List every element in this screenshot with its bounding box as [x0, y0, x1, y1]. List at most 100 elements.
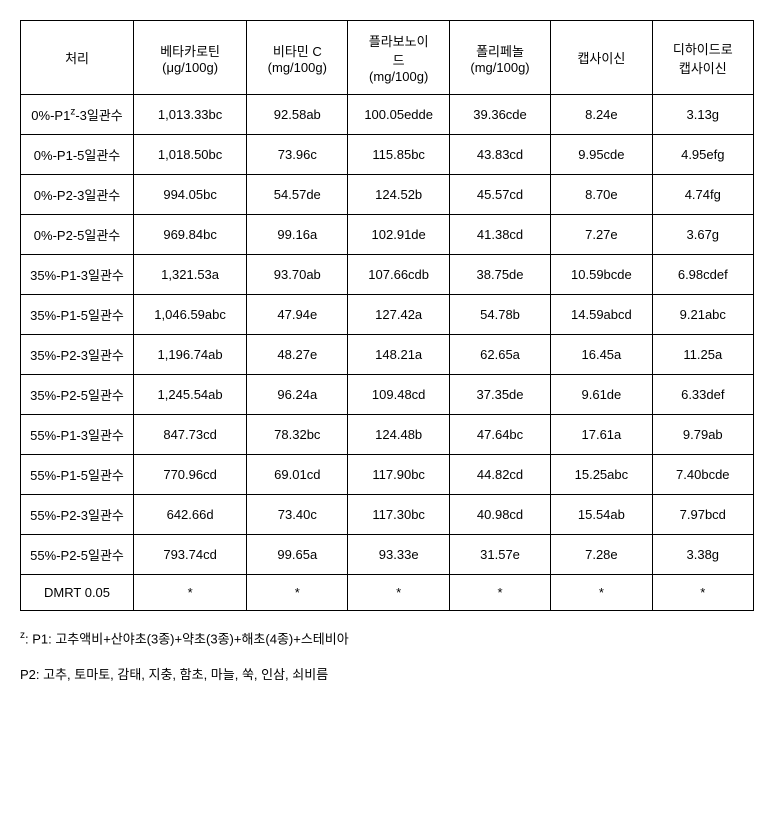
cell-value: 31.57e: [449, 535, 550, 575]
cell-value: 109.48cd: [348, 375, 449, 415]
cell-value: 3.13g: [652, 95, 753, 135]
cell-value: 8.70e: [551, 175, 652, 215]
cell-treatment: 55%-P2-3일관수: [21, 495, 134, 535]
table-row: 0%-P2-3일관수994.05bc54.57de124.52b45.57cd8…: [21, 175, 754, 215]
table-row: 35%-P2-5일관수1,245.54ab96.24a109.48cd37.35…: [21, 375, 754, 415]
cell-value: 47.64bc: [449, 415, 550, 455]
cell-value: 117.90bc: [348, 455, 449, 495]
cell-value: 969.84bc: [134, 215, 247, 255]
cell-value: 994.05bc: [134, 175, 247, 215]
table-row: 55%-P2-5일관수793.74cd99.65a93.33e31.57e7.2…: [21, 535, 754, 575]
cell-value: 62.65a: [449, 335, 550, 375]
cell-treatment: 35%-P1-3일관수: [21, 255, 134, 295]
cell-value: 78.32bc: [247, 415, 348, 455]
header-flavonoid: 플라보노이 드 (mg/100g): [348, 21, 449, 95]
cell-value: 1,321.53a: [134, 255, 247, 295]
table-row: DMRT 0.05******: [21, 575, 754, 611]
cell-value: 93.70ab: [247, 255, 348, 295]
cell-value: 9.61de: [551, 375, 652, 415]
cell-value: 16.45a: [551, 335, 652, 375]
footnote-2: P2: 고추, 토마토, 감태, 지충, 함초, 마늘, 쑥, 인삼, 쇠비름: [20, 662, 754, 688]
cell-value: 47.94e: [247, 295, 348, 335]
cell-treatment: 0%-P2-3일관수: [21, 175, 134, 215]
cell-value: 39.36cde: [449, 95, 550, 135]
cell-value: 37.35de: [449, 375, 550, 415]
cell-value: 54.78b: [449, 295, 550, 335]
header-polyphenol: 폴리페놀 (mg/100g): [449, 21, 550, 95]
table-row: 55%-P1-5일관수770.96cd69.01cd117.90bc44.82c…: [21, 455, 754, 495]
cell-value: 40.98cd: [449, 495, 550, 535]
cell-value: 100.05edde: [348, 95, 449, 135]
cell-value: 7.97bcd: [652, 495, 753, 535]
cell-value: 4.95efg: [652, 135, 753, 175]
cell-value: *: [134, 575, 247, 611]
header-dihydrocapsaicin: 디하이드로 캡사이신: [652, 21, 753, 95]
cell-value: 17.61a: [551, 415, 652, 455]
cell-value: 9.21abc: [652, 295, 753, 335]
cell-value: 73.40c: [247, 495, 348, 535]
header-vitaminc: 비타민 C (mg/100g): [247, 21, 348, 95]
cell-value: 10.59bcde: [551, 255, 652, 295]
cell-value: 9.79ab: [652, 415, 753, 455]
cell-treatment: DMRT 0.05: [21, 575, 134, 611]
cell-value: 73.96c: [247, 135, 348, 175]
cell-treatment: 55%-P2-5일관수: [21, 535, 134, 575]
cell-treatment: 0%-P1z-3일관수: [21, 95, 134, 135]
cell-treatment: 35%-P2-3일관수: [21, 335, 134, 375]
cell-value: 148.21a: [348, 335, 449, 375]
cell-value: 7.27e: [551, 215, 652, 255]
cell-treatment: 55%-P1-5일관수: [21, 455, 134, 495]
table-row: 0%-P1z-3일관수1,013.33bc92.58ab100.05edde39…: [21, 95, 754, 135]
cell-value: 770.96cd: [134, 455, 247, 495]
data-table: 처리 베타카로틴 (μg/100g) 비타민 C (mg/100g) 플라보노이…: [20, 20, 754, 611]
table-row: 35%-P1-5일관수1,046.59abc47.94e127.42a54.78…: [21, 295, 754, 335]
cell-value: 1,245.54ab: [134, 375, 247, 415]
cell-value: 11.25a: [652, 335, 753, 375]
cell-value: 3.67g: [652, 215, 753, 255]
header-treatment: 처리: [21, 21, 134, 95]
table-row: 55%-P1-3일관수847.73cd78.32bc124.48b47.64bc…: [21, 415, 754, 455]
cell-value: 69.01cd: [247, 455, 348, 495]
cell-value: 44.82cd: [449, 455, 550, 495]
cell-value: 15.25abc: [551, 455, 652, 495]
cell-value: 7.40bcde: [652, 455, 753, 495]
cell-treatment: 55%-P1-3일관수: [21, 415, 134, 455]
cell-value: 3.38g: [652, 535, 753, 575]
cell-value: 45.57cd: [449, 175, 550, 215]
cell-value: 847.73cd: [134, 415, 247, 455]
header-capsaicin: 캡사이신: [551, 21, 652, 95]
cell-value: 38.75de: [449, 255, 550, 295]
cell-value: 1,013.33bc: [134, 95, 247, 135]
header-betacarotene: 베타카로틴 (μg/100g): [134, 21, 247, 95]
cell-value: 642.66d: [134, 495, 247, 535]
cell-value: 96.24a: [247, 375, 348, 415]
cell-value: 117.30bc: [348, 495, 449, 535]
cell-value: 48.27e: [247, 335, 348, 375]
cell-value: 99.16a: [247, 215, 348, 255]
header-row: 처리 베타카로틴 (μg/100g) 비타민 C (mg/100g) 플라보노이…: [21, 21, 754, 95]
cell-value: 6.98cdef: [652, 255, 753, 295]
cell-treatment: 35%-P2-5일관수: [21, 375, 134, 415]
cell-value: 6.33def: [652, 375, 753, 415]
cell-value: 107.66cdb: [348, 255, 449, 295]
cell-treatment: 0%-P2-5일관수: [21, 215, 134, 255]
cell-treatment: 35%-P1-5일관수: [21, 295, 134, 335]
cell-value: 7.28e: [551, 535, 652, 575]
cell-value: 43.83cd: [449, 135, 550, 175]
cell-value: *: [551, 575, 652, 611]
cell-value: 793.74cd: [134, 535, 247, 575]
footnote-1: z: P1: 고추액비+산야초(3종)+약초(3종)+해초(4종)+스테비아: [20, 626, 754, 652]
cell-value: 41.38cd: [449, 215, 550, 255]
cell-value: 127.42a: [348, 295, 449, 335]
table-row: 35%-P1-3일관수1,321.53a93.70ab107.66cdb38.7…: [21, 255, 754, 295]
table-row: 35%-P2-3일관수1,196.74ab48.27e148.21a62.65a…: [21, 335, 754, 375]
cell-value: *: [449, 575, 550, 611]
cell-value: 93.33e: [348, 535, 449, 575]
cell-value: 15.54ab: [551, 495, 652, 535]
cell-value: 1,018.50bc: [134, 135, 247, 175]
cell-value: 124.52b: [348, 175, 449, 215]
cell-value: *: [348, 575, 449, 611]
cell-value: 102.91de: [348, 215, 449, 255]
cell-value: 9.95cde: [551, 135, 652, 175]
cell-value: 124.48b: [348, 415, 449, 455]
